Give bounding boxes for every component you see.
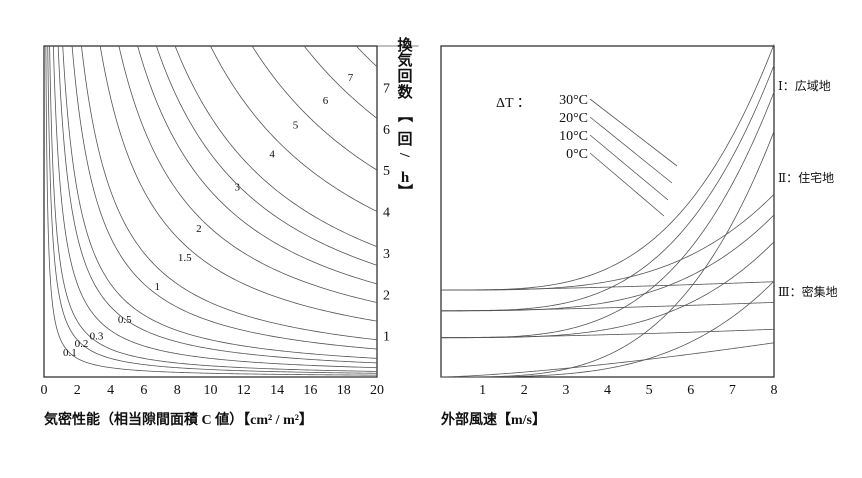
y-axis-title-char: 】 bbox=[396, 183, 414, 198]
x-tick-label: 1 bbox=[479, 383, 486, 398]
y-tick-label: 2 bbox=[383, 288, 390, 303]
x-tick-label: 4 bbox=[107, 383, 114, 398]
x-tick-label: 2 bbox=[521, 383, 528, 398]
y-axis-title-char: 数 bbox=[397, 83, 413, 101]
x-tick-label: 5 bbox=[646, 383, 653, 398]
zone-label: Ⅱ：住宅地 bbox=[778, 170, 834, 185]
x-tick-label: 18 bbox=[337, 383, 351, 398]
y-tick-label: 1 bbox=[383, 330, 390, 345]
right-x-ticks: 1 2 3 4 5 6 7 8 bbox=[479, 383, 777, 398]
delta-t-leader bbox=[589, 116, 673, 184]
left-series-line bbox=[57, 45, 378, 364]
x-tick-label: 6 bbox=[140, 383, 147, 398]
left-series-line bbox=[251, 45, 378, 171]
x-tick-label: 8 bbox=[771, 383, 778, 398]
zone-label: Ⅰ：広域地 bbox=[778, 79, 831, 93]
left-series-line bbox=[303, 45, 378, 119]
x-tick-label: 14 bbox=[270, 383, 284, 398]
left-series-line bbox=[355, 45, 378, 67]
right-series-line bbox=[441, 91, 775, 339]
delta-t-leader bbox=[589, 152, 665, 217]
delta-t-leader bbox=[589, 98, 678, 167]
left-series-line bbox=[156, 45, 378, 266]
left-series-line bbox=[71, 45, 378, 350]
right-series-line bbox=[441, 64, 775, 312]
x-tick-label: 7 bbox=[729, 383, 736, 398]
right-series-line bbox=[440, 342, 775, 378]
series-label: 1.5 bbox=[178, 252, 192, 264]
y-axis-title-char: / bbox=[396, 152, 412, 158]
delta-t-leader bbox=[589, 134, 669, 201]
series-label: 0.5 bbox=[118, 314, 132, 326]
left-curves: 0.10.20.3 0.5 1 1.5 2 3 4 5 6 7 bbox=[45, 45, 419, 376]
right-series-line bbox=[441, 301, 775, 312]
series-label: 3 bbox=[234, 182, 240, 194]
y-tick-label: 5 bbox=[383, 164, 390, 179]
left-series-line bbox=[52, 45, 378, 369]
delta-t-value: 30°C bbox=[559, 93, 588, 108]
right-series-line bbox=[441, 280, 775, 378]
y-axis-title-char: h bbox=[401, 170, 410, 186]
series-label: 5 bbox=[293, 120, 299, 132]
y-axis-title-char: 【 bbox=[396, 107, 414, 122]
left-series-line bbox=[174, 45, 378, 248]
x-tick-label: 2 bbox=[74, 383, 81, 398]
right-series-line bbox=[441, 44, 775, 291]
series-label: 7 bbox=[348, 72, 354, 84]
right-series-line bbox=[441, 328, 775, 339]
right-curves bbox=[440, 44, 775, 378]
left-series-line bbox=[81, 45, 378, 341]
left-series-line bbox=[118, 45, 378, 303]
left-series-line bbox=[99, 45, 378, 322]
left-series-line bbox=[62, 45, 378, 359]
zone-label: Ⅲ：密集地 bbox=[778, 284, 838, 299]
x-tick-label: 10 bbox=[204, 383, 218, 398]
x-tick-label: 12 bbox=[237, 383, 251, 398]
left-series-line bbox=[137, 45, 378, 285]
right-x-axis-title: 外部風速【m/s】 bbox=[441, 411, 546, 428]
y-tick-label: 4 bbox=[383, 206, 390, 221]
x-tick-label: 20 bbox=[370, 383, 384, 398]
series-label: 2 bbox=[196, 223, 202, 235]
left-x-ticks: 0 2 4 6 8 10 12 14 16 18 20 bbox=[41, 383, 385, 398]
y-axis-title-char: 回 bbox=[397, 131, 412, 148]
y-tick-label: 3 bbox=[383, 247, 390, 262]
x-tick-label: 16 bbox=[303, 383, 317, 398]
x-tick-label: 3 bbox=[562, 383, 569, 398]
series-label: 4 bbox=[269, 149, 275, 161]
series-label: 0.2 bbox=[75, 338, 89, 350]
right-series-line bbox=[441, 193, 775, 291]
left-series-line bbox=[49, 45, 378, 372]
x-tick-label: 4 bbox=[604, 383, 611, 398]
series-label: 0.3 bbox=[90, 331, 104, 343]
y-axis-title-char: 換 bbox=[397, 36, 413, 54]
delta-t-label: ΔT ： bbox=[496, 96, 531, 111]
right-annotations: ΔT ： 30°C 20°C 10°C 0°C Ⅰ：広域地 Ⅱ：住宅地 Ⅲ：密集地 bbox=[496, 79, 838, 299]
series-label: 6 bbox=[323, 95, 329, 107]
left-series-line bbox=[45, 45, 378, 376]
series-label: 0.1 bbox=[63, 347, 77, 359]
left-series-line bbox=[47, 45, 378, 374]
right-plot-frame bbox=[440, 45, 775, 378]
left-x-axis-title: 気密性能（相当隙間面積 C 値）【cm² / m²】 bbox=[44, 411, 313, 428]
x-tick-label: 8 bbox=[174, 383, 181, 398]
delta-t-value: 10°C bbox=[559, 129, 588, 144]
y-axis-title-char: 回 bbox=[397, 68, 412, 85]
right-series-line bbox=[441, 214, 775, 312]
left-series-line bbox=[210, 45, 378, 212]
left-y-ticks: 1 2 3 4 5 6 7 bbox=[383, 81, 390, 344]
x-tick-label: 0 bbox=[41, 383, 48, 398]
series-label: 1 bbox=[155, 281, 161, 293]
delta-t-value: 0°C bbox=[566, 147, 588, 162]
y-tick-label: 7 bbox=[383, 81, 390, 96]
x-tick-label: 6 bbox=[687, 383, 694, 398]
delta-t-value: 20°C bbox=[559, 111, 588, 126]
right-series-line bbox=[441, 281, 775, 291]
y-tick-label: 6 bbox=[383, 123, 390, 138]
y-axis-title-char: 気 bbox=[397, 51, 412, 69]
